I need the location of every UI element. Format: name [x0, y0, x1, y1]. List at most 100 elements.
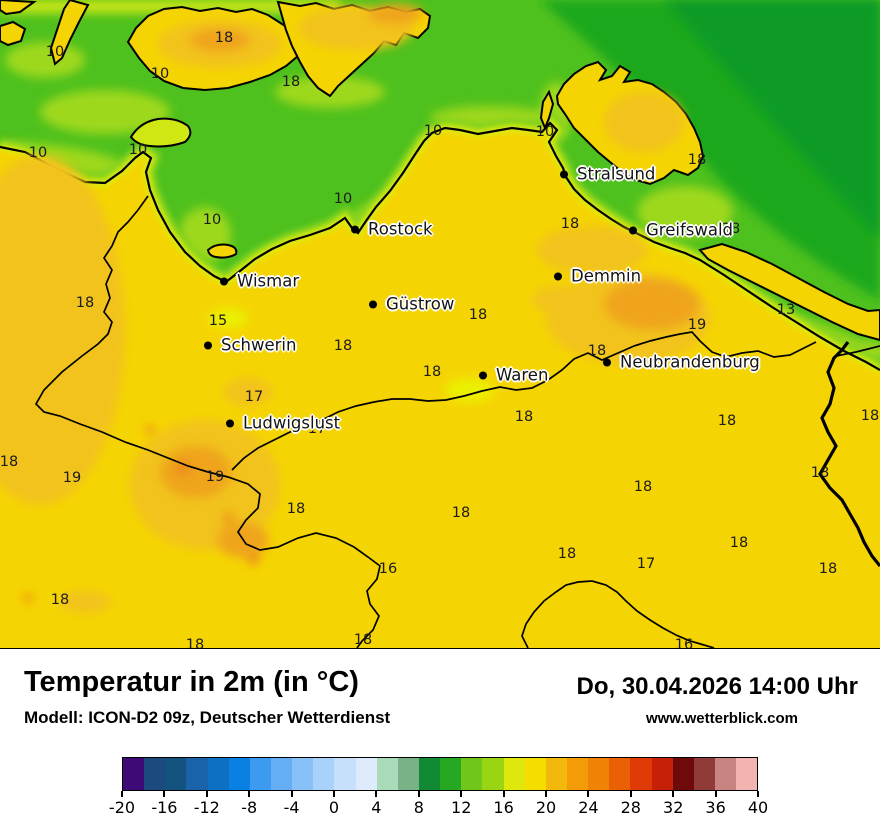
islet-corner	[0, 20, 27, 47]
legend-segment	[418, 758, 441, 790]
legend-tick-mark	[757, 791, 759, 797]
legend-segment	[482, 758, 504, 790]
border-south-enclave	[521, 580, 715, 648]
legend-tick-label: 24	[578, 798, 599, 817]
legend-segment	[524, 758, 546, 790]
legend-tick-label: 20	[535, 798, 557, 817]
warm-patch-center	[532, 286, 588, 314]
legend-tick-mark	[205, 791, 208, 797]
legend-segment	[228, 758, 250, 790]
legend-tick-label: -8	[241, 798, 258, 817]
warmer-core-neubrandenburg	[604, 278, 700, 330]
legend-tick-mark	[121, 791, 123, 797]
warm-patch-ruegen	[604, 92, 684, 152]
legend-segment	[186, 758, 208, 790]
legend-tick-mark	[545, 791, 547, 797]
legend-tick-mark	[248, 791, 251, 797]
shallow-nw	[5, 42, 85, 78]
coastline	[0, 121, 880, 371]
map-area: 10 18 10 18 10 10 10 10 18 10 10 18 18 18 13 18 15 19 18 18…	[0, 0, 880, 649]
legend-tick-mark	[375, 791, 378, 797]
warm-patch-west	[0, 155, 125, 505]
legend-tick-mark	[333, 791, 335, 797]
warmer-core-zealand	[367, 4, 423, 24]
shallow-channel-west	[40, 90, 170, 134]
legend-tick-mark	[587, 791, 590, 797]
datetime-label: Do, 30.04.2026 14:00 Uhr	[576, 673, 859, 700]
hot-spot-2	[223, 513, 233, 523]
legend-segment	[672, 758, 694, 790]
legend-segment	[270, 758, 293, 790]
legend-segment	[714, 758, 737, 790]
legend-segment	[651, 758, 673, 790]
legend-tick-mark	[460, 791, 463, 797]
temperature-legend: -20 -16 -12 -8 -4 0 4 8 12 16 20 24 28 32 36 40	[109, 757, 768, 817]
warm-patch-south	[59, 591, 111, 613]
legend-segment	[566, 758, 589, 790]
legend-segment	[461, 758, 483, 790]
island-hiddensee	[539, 89, 555, 131]
border-branch-east	[835, 345, 880, 357]
legend-tick-label: -16	[151, 798, 178, 817]
legend-segment	[292, 758, 314, 790]
legend-segment	[630, 758, 652, 790]
legend-segment	[693, 758, 715, 790]
islet-wismar	[206, 243, 238, 259]
border-west	[34, 195, 381, 648]
legend-tick-label: -4	[283, 798, 300, 817]
map-svg	[0, 0, 880, 648]
legend-tick-label: -20	[108, 798, 136, 817]
legend-colorbar	[122, 757, 758, 791]
island-usedom	[698, 242, 880, 342]
website-label: www.wetterblick.com	[646, 710, 798, 727]
hot-spot-3	[249, 555, 259, 565]
islet-poel	[129, 117, 192, 148]
legend-segment	[503, 758, 525, 790]
warm-patch-schwerin	[224, 378, 272, 406]
legend-tick-label: 16	[493, 798, 514, 817]
island-moen	[49, 0, 90, 66]
legend-tick-mark	[290, 791, 293, 797]
model-info: Modell: ICON-D2 09z, Deutscher Wetterdie…	[24, 708, 391, 727]
legend-segment	[736, 758, 758, 790]
borders	[34, 195, 880, 648]
legend-tick-label: -12	[193, 798, 220, 817]
legend-segment	[207, 758, 229, 790]
legend-tick-label: 32	[663, 798, 684, 817]
border-poland	[818, 341, 880, 567]
legend-tick-label: 40	[747, 798, 769, 817]
hot-spot-4	[146, 426, 154, 434]
temperature-patches	[0, 4, 710, 613]
legend-segment	[588, 758, 610, 790]
warmer-core-falster	[190, 28, 250, 52]
border-south-east	[231, 331, 817, 471]
legend-segment	[545, 758, 567, 790]
legend-segment	[376, 758, 398, 790]
legend-segment	[123, 758, 145, 790]
hot-spot-5	[24, 594, 32, 602]
legend-tick-label: 36	[705, 798, 726, 817]
footer: Temperatur in 2m (in °C) Modell: ICON-D2…	[0, 649, 880, 830]
legend-tick-label: 0	[328, 798, 340, 817]
warm-patch-stralsund-south	[537, 226, 647, 274]
legend-segment	[144, 758, 166, 790]
sea-deepest	[665, 0, 880, 238]
legend-segment	[355, 758, 377, 790]
legend-segment	[334, 758, 356, 790]
warmer-core-ludwigslust	[160, 446, 232, 498]
legend-tick-mark	[672, 791, 675, 797]
page-title: Temperatur in 2m (in °C)	[24, 666, 359, 698]
legend-tick-label: 12	[451, 798, 472, 817]
legend-segment	[313, 758, 335, 790]
legend-segment	[397, 758, 419, 790]
legend-tick-mark	[163, 791, 166, 797]
legend-tick-label: 4	[371, 798, 382, 817]
cool-patch-wismar	[208, 308, 248, 328]
legend-tick-label: 8	[413, 798, 424, 817]
cool-patch-waren	[445, 378, 495, 402]
shallow-bodden	[637, 186, 733, 238]
legend-tick-mark	[417, 791, 420, 797]
legend-segment	[609, 758, 631, 790]
legend-tick-label: 28	[620, 798, 641, 817]
